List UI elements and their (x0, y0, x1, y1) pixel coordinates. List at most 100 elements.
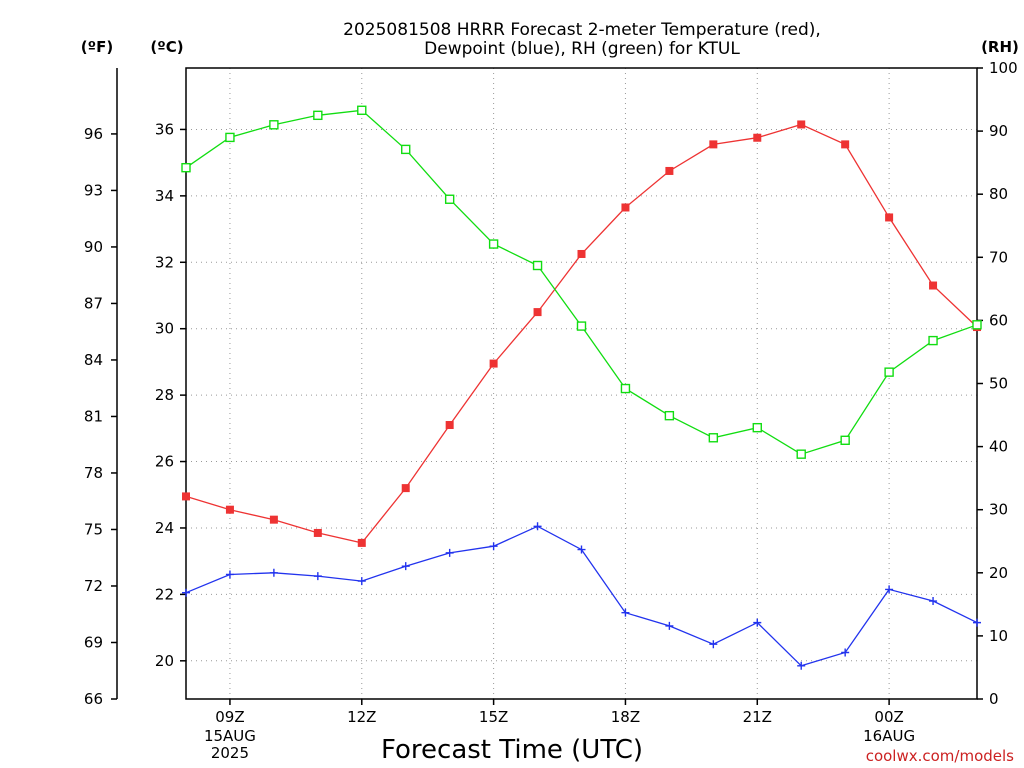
celsius-tick-label: 22 (155, 585, 174, 603)
temperature-point (665, 166, 674, 175)
dewpoint-point (621, 608, 630, 617)
rh-tick-label: 10 (989, 627, 1008, 645)
rh-point (225, 132, 235, 143)
fahrenheit-tick-label: 72 (84, 577, 103, 595)
grid (186, 68, 977, 699)
rh-point (313, 110, 323, 121)
dewpoint-point (401, 562, 410, 571)
celsius-tick-label: 20 (155, 652, 174, 670)
rh-point (357, 105, 367, 115)
dewpoint-point (357, 577, 366, 586)
plot-frame (185, 67, 978, 700)
dewpoint-point (665, 621, 674, 630)
rh-tick-label: 80 (989, 185, 1008, 203)
tick-labels: 66 69 72 75 78 81 84 87 90 93 96 20 22 24 26 28 30 32 34 36… (84, 59, 1018, 762)
fahrenheit-tick-label: 81 (84, 407, 103, 425)
temperature-point (225, 505, 234, 514)
temperature-point (753, 133, 762, 142)
dewpoint-point (973, 618, 981, 627)
temperature-point (885, 213, 894, 222)
x-tick-label: 15Z (479, 708, 508, 726)
dewpoint-point (841, 648, 850, 657)
series (181, 105, 982, 670)
fahrenheit-tick-label: 96 (84, 125, 103, 143)
rh-unit-label: (RH) (981, 38, 1019, 56)
fahrenheit-tick-label: 66 (84, 690, 103, 708)
celsius-tick-label: 24 (155, 519, 174, 537)
rh-point (532, 260, 543, 271)
rh-tick-label: 20 (989, 564, 1008, 582)
celsius-tick-label: 26 (155, 453, 174, 471)
temperature-point (182, 492, 190, 501)
temperature-point (709, 140, 718, 149)
celsius-tick-label: 36 (155, 120, 174, 138)
temperature-point (929, 281, 938, 290)
x-tick-label: 09Z (215, 708, 244, 726)
credit-text[interactable]: coolwx.com/models (866, 747, 1014, 765)
rh-point (796, 449, 806, 459)
fahrenheit-tick-label: 93 (84, 181, 103, 199)
rh-line (185, 109, 978, 455)
celsius-unit-label: (ºC) (150, 38, 183, 56)
x-tick-date-label: 16AUG (863, 727, 915, 745)
rh-point (576, 321, 587, 331)
rh-point (928, 335, 938, 346)
dewpoint-point (709, 640, 718, 649)
fahrenheit-tick-label: 78 (84, 464, 103, 482)
rh-tick-label: 40 (989, 438, 1008, 456)
rh-tick-label: 30 (989, 501, 1008, 519)
temperature-point (489, 359, 498, 368)
dewpoint-point (313, 572, 322, 581)
dewpoint-point (445, 548, 454, 557)
temperature-point (445, 421, 454, 430)
x-tick-label: 18Z (611, 708, 640, 726)
rh-point (181, 162, 191, 173)
temperature-point (401, 484, 410, 493)
x-tick-date-label: 2025 (211, 744, 249, 762)
dewpoint-point (225, 570, 234, 579)
chart-title-line-1: 2025081508 HRRR Forecast 2-meter Tempera… (343, 20, 821, 40)
fahrenheit-tick-label: 90 (84, 238, 103, 256)
celsius-tick-label: 34 (155, 187, 174, 205)
fahrenheit-tick-label: 84 (84, 351, 103, 369)
temperature-point (841, 140, 850, 149)
rh-point (972, 320, 982, 330)
rh-tick-label: 50 (989, 375, 1008, 393)
dewpoint-point (929, 597, 938, 606)
x-tick-label: 21Z (743, 708, 772, 726)
dewpoint-point (885, 585, 894, 594)
fahrenheit-tick-label: 69 (84, 633, 103, 651)
rh-point (752, 422, 762, 433)
dewpoint-point (577, 545, 586, 554)
rh-tick-label: 0 (989, 690, 999, 708)
temperature-point (313, 528, 322, 537)
dewpoint-point (753, 618, 762, 627)
dewpoint-point (533, 522, 542, 531)
celsius-tick-label: 30 (155, 320, 174, 338)
dewpoint-point (797, 661, 806, 670)
rh-point (444, 194, 455, 204)
rh-tick-label: 60 (989, 311, 1008, 329)
rh-tick-label: 90 (989, 122, 1008, 140)
chart-title-line-2: Dewpoint (blue), RH (green) for KTUL (424, 39, 740, 59)
rh-point (401, 144, 411, 155)
rh-point (620, 383, 631, 394)
rh-point (708, 433, 719, 443)
rh-point (840, 435, 850, 445)
rh-tick-label: 70 (989, 248, 1008, 266)
axes (111, 67, 983, 705)
dewpoint-point (269, 568, 278, 577)
dewpoint-point (489, 542, 498, 551)
temperature-line (185, 123, 978, 544)
rh-point (664, 410, 675, 421)
rh-point (269, 120, 279, 130)
temperature-point (269, 515, 278, 524)
rh-point (488, 239, 499, 249)
dewpoint-point (182, 588, 190, 597)
temperature-point (621, 203, 630, 212)
x-tick-label: 00Z (874, 708, 903, 726)
rh-tick-label: 100 (989, 59, 1018, 77)
temperature-point (797, 120, 806, 129)
fahrenheit-tick-label: 87 (84, 294, 103, 312)
